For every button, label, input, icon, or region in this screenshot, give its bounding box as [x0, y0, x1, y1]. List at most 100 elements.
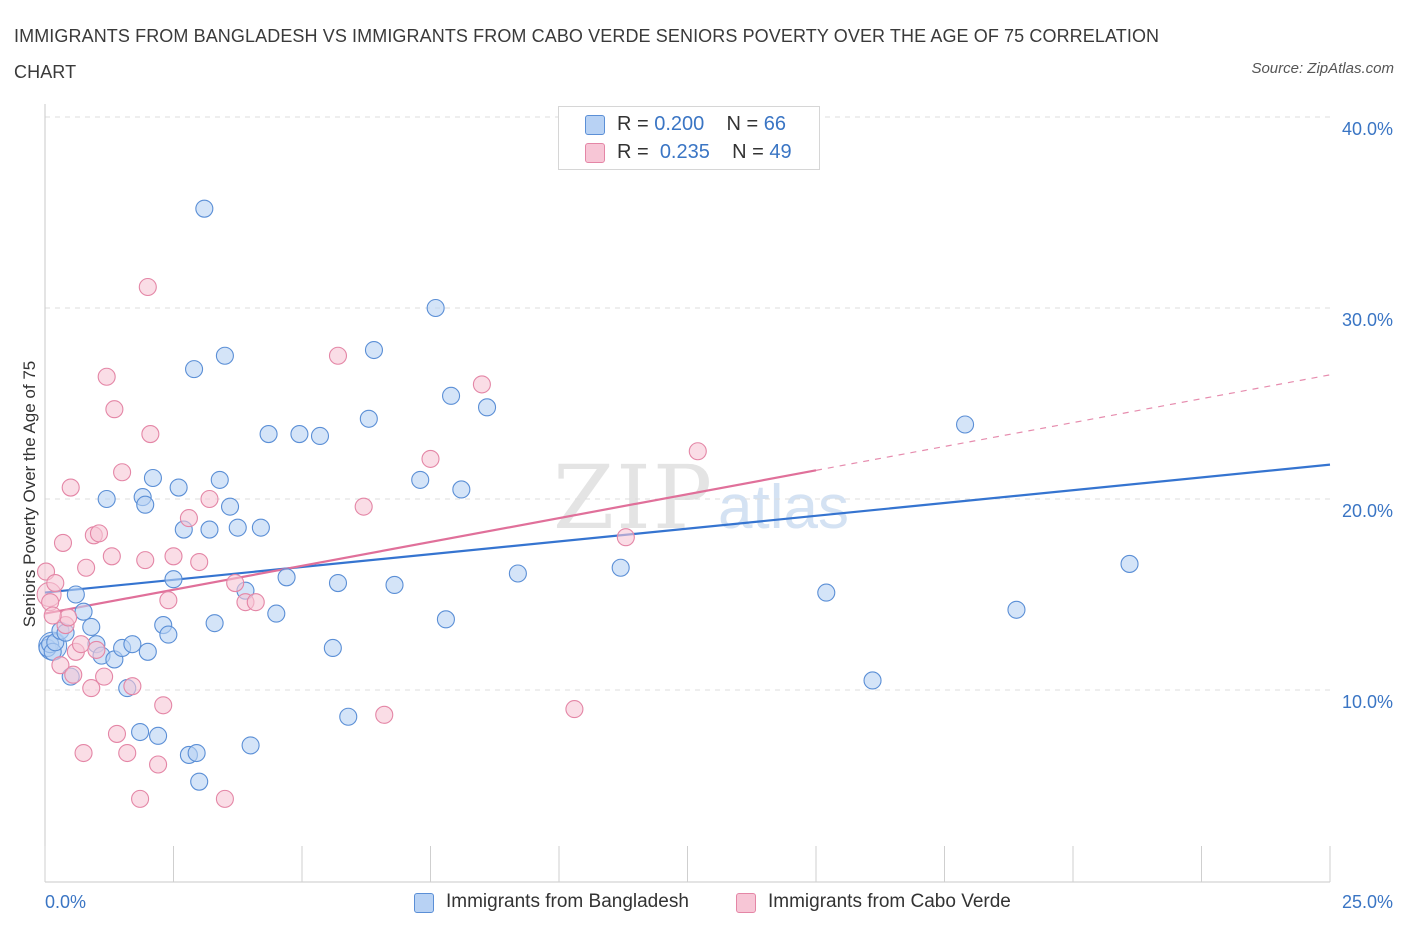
data-point: [77, 558, 96, 577]
data-point: [339, 707, 358, 726]
data-point: [138, 277, 157, 297]
data-point: [59, 608, 78, 627]
tick-labels: 10.0% 20.0% 30.0% 40.0% 0.0% 25.0% Seniors Pov…: [20, 119, 1393, 912]
data-point: [74, 602, 93, 621]
data-point: [123, 677, 142, 696]
n-label: N =: [732, 141, 764, 163]
data-point: [149, 726, 168, 745]
legend-swatch-pink: [736, 893, 756, 913]
data-point: [210, 470, 229, 489]
data-point: [51, 656, 70, 675]
data-point: [95, 667, 114, 686]
data-point: [565, 700, 584, 719]
data-point: [290, 425, 309, 444]
data-point: [328, 573, 348, 593]
legend-swatch-blue: [414, 893, 434, 913]
x-tick-label-min: 0.0%: [45, 892, 86, 912]
y-tick-label: 10.0%: [1342, 692, 1393, 712]
data-point: [118, 743, 137, 763]
data-point: [131, 789, 150, 808]
data-point: [205, 614, 224, 633]
n-value: 66: [763, 113, 787, 135]
data-point: [863, 671, 882, 690]
data-point: [154, 696, 173, 715]
data-point: [87, 640, 106, 659]
trend-lines: [44, 374, 1331, 615]
data-point: [442, 386, 461, 405]
data-point: [82, 617, 101, 637]
data-point: [89, 524, 109, 543]
data-point: [102, 547, 121, 566]
data-point: [375, 705, 394, 724]
data-point: [817, 583, 836, 602]
trend-line-cabo-verde-extension: [815, 374, 1331, 471]
r-value: 0.200: [654, 113, 705, 135]
data-point: [123, 635, 142, 654]
data-point: [611, 558, 630, 577]
correlation-legend: R = 0.200 N = 66 R = 0.235 N = 49: [558, 106, 820, 170]
chart-title: IMMIGRANTS FROM BANGLADESH VS IMMIGRANTS…: [14, 26, 1160, 82]
data-point: [185, 360, 204, 379]
data-point: [359, 409, 378, 428]
data-point: [149, 755, 168, 774]
data-point: [472, 375, 491, 394]
data-points: [36, 199, 1139, 808]
watermark-atlas: atlas: [718, 473, 849, 542]
data-point: [105, 400, 124, 419]
data-point: [246, 593, 265, 612]
grid-lines: [45, 116, 1330, 691]
data-point: [508, 564, 527, 583]
data-point: [241, 736, 260, 755]
data-point: [688, 442, 707, 461]
data-point: [385, 575, 404, 595]
data-point: [190, 772, 209, 791]
data-point: [131, 722, 150, 742]
n-value: 49: [769, 141, 792, 163]
data-point: [411, 470, 430, 489]
data-point: [200, 489, 219, 509]
data-point: [310, 426, 330, 446]
data-point: [97, 367, 116, 386]
data-point: [436, 610, 455, 629]
data-point: [200, 520, 219, 539]
data-point: [187, 743, 206, 763]
data-point: [421, 449, 440, 468]
y-tick-label: 30.0%: [1342, 310, 1393, 330]
data-point: [53, 533, 73, 552]
data-point: [143, 468, 162, 488]
data-point: [228, 518, 247, 537]
axes: [44, 104, 1331, 883]
legend-swatch-blue: [585, 115, 605, 135]
data-point: [328, 346, 348, 365]
data-point: [267, 604, 286, 623]
data-point: [113, 463, 132, 482]
data-point: [66, 585, 85, 604]
legend-label: Immigrants from Bangladesh: [446, 891, 689, 912]
data-point: [136, 551, 155, 570]
data-point: [71, 635, 91, 654]
data-point: [195, 199, 214, 218]
data-point: [190, 552, 209, 572]
r-label: R =: [617, 141, 649, 163]
r-label: R =: [617, 113, 649, 135]
data-point: [61, 478, 80, 497]
data-point: [74, 743, 93, 763]
y-tick-label: 40.0%: [1342, 119, 1393, 139]
data-point: [164, 547, 183, 566]
data-point: [354, 497, 373, 516]
r-value: 0.235: [659, 141, 710, 163]
trend-line-bangladesh: [44, 463, 1331, 594]
y-axis-label: Seniors Poverty Over the Age of 75: [20, 361, 39, 627]
data-point: [251, 518, 270, 537]
data-point: [956, 415, 975, 434]
data-point: [43, 606, 62, 625]
y-tick-label: 20.0%: [1342, 501, 1393, 521]
data-point: [452, 480, 471, 499]
data-point: [215, 346, 234, 365]
n-label: N =: [726, 113, 759, 135]
data-point: [169, 478, 188, 497]
data-point: [82, 679, 101, 698]
trend-line-cabo-verde: [44, 469, 817, 615]
data-point: [215, 789, 234, 808]
